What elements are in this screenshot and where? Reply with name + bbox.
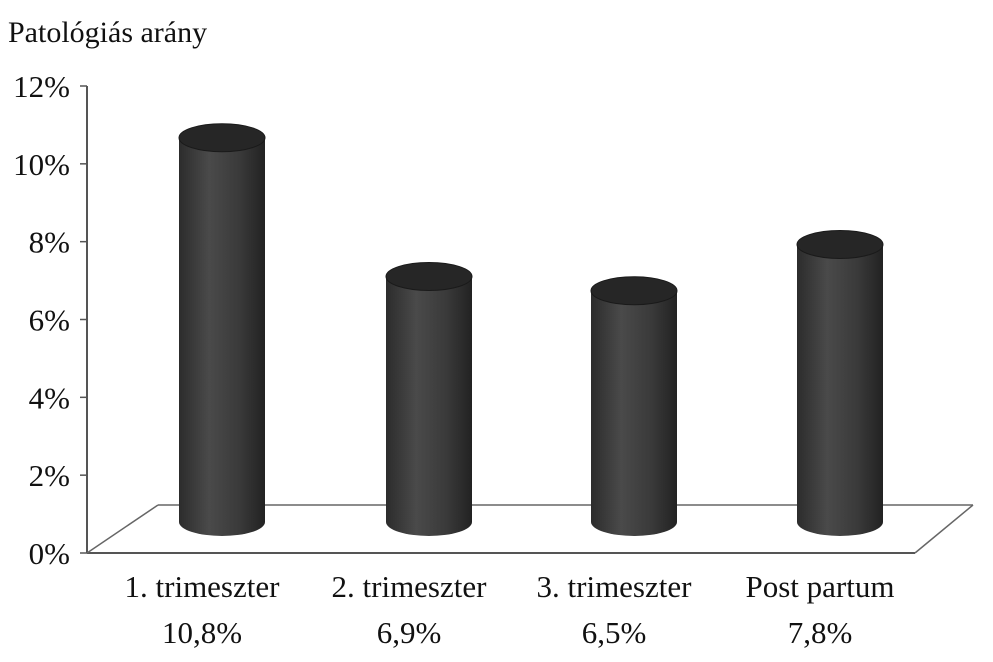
bar-top [385, 261, 473, 291]
bar-body [797, 244, 883, 536]
y-tick-label: 6% [29, 303, 70, 338]
category-labels: 1. trimeszter 10,8% 2. trimeszter 6,9% 3. tr… [125, 569, 895, 650]
value-label: 7,8% [788, 615, 853, 650]
bars [178, 123, 884, 536]
bar-top [178, 123, 266, 153]
y-tick-label: 2% [29, 458, 70, 493]
category-label: 3. trimeszter [537, 569, 693, 604]
floor-left-edge [86, 504, 159, 554]
y-tick-label: 8% [29, 225, 70, 260]
bar-body [591, 290, 677, 536]
category-label: Post partum [746, 569, 895, 604]
y-tick-label: 0% [29, 536, 70, 571]
y-axis-ticks: 0% 2% 4% 6% 8% 10% 12% [13, 69, 87, 571]
y-axis-label: Patológiás arány [8, 16, 207, 49]
category-label: 2. trimeszter [332, 569, 488, 604]
bar [796, 229, 884, 536]
y-tick-label: 10% [13, 147, 70, 182]
value-label: 6,5% [582, 615, 647, 650]
floor-right-edge [914, 504, 974, 554]
category-label: 1. trimeszter [125, 569, 281, 604]
y-tick-label: 12% [13, 69, 70, 104]
y-tick-label: 4% [29, 380, 70, 415]
bar [385, 261, 473, 536]
bar [178, 123, 266, 536]
value-label: 10,8% [162, 615, 242, 650]
bar-body [179, 137, 265, 536]
value-label: 6,9% [377, 615, 442, 650]
bar [590, 276, 678, 536]
bar-top [796, 229, 884, 259]
bar-top [590, 276, 678, 306]
bar-body [386, 276, 472, 536]
